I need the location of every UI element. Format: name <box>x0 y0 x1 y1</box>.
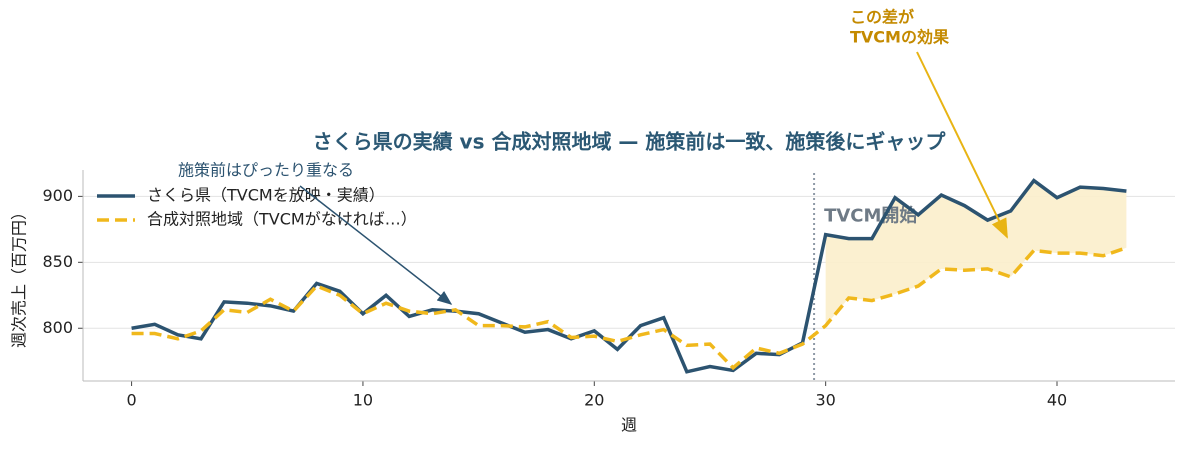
legend-label: 合成対照地域（TVCMがなければ…） <box>147 210 417 229</box>
y-tick-label: 900 <box>42 186 73 205</box>
annotation-arrow <box>916 51 1008 239</box>
annotation: TVCMの効果 <box>850 28 949 47</box>
x-tick-label: 0 <box>126 391 136 410</box>
y-tick-label: 850 <box>42 252 73 271</box>
legend-label: さくら県（TVCMを放映・実績） <box>147 186 385 205</box>
annotation-arrow <box>299 185 453 305</box>
x-tick-label: 10 <box>353 391 373 410</box>
series-line <box>131 246 1127 371</box>
annotation: 施策前はぴったり重なる <box>178 161 354 180</box>
intervention-label: TVCM開始 <box>824 204 917 226</box>
y-tick-label: 800 <box>42 318 73 337</box>
annotation: この差が <box>850 8 914 27</box>
x-tick-label: 30 <box>815 391 835 410</box>
x-tick-label: 20 <box>584 391 604 410</box>
x-tick-label: 40 <box>1047 391 1067 410</box>
x-axis-label: 週 <box>621 416 637 435</box>
plot-area: 800 850 900 0 10 20 30 40 TVCM開始 さくら県（TVCMを放映・実績）… <box>42 170 1175 410</box>
chart-title: さくら県の実績 vs 合成対照地域 — 施策前は一致、施策後にギャップ <box>313 130 947 154</box>
effect-area <box>825 180 1127 326</box>
y-axis-label: 週次売上（百万円） <box>10 204 29 348</box>
